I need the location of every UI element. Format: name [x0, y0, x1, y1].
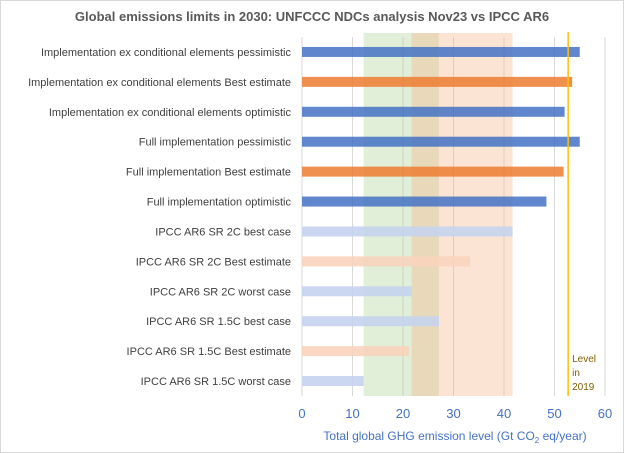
x-tick-label: 30	[446, 406, 460, 421]
reference-line-label: 2019	[572, 382, 595, 393]
category-label: Full implementation optimistic	[147, 197, 292, 209]
x-axis-label: Total global GHG emission level (Gt CO2 …	[323, 429, 586, 445]
bar	[302, 286, 412, 297]
category-label: Full implementation Best estimate	[126, 167, 291, 179]
category-label: IPCC AR6 SR 2C Best estimate	[136, 256, 291, 268]
category-label: Implementation ex conditional elements p…	[41, 47, 292, 59]
bar	[302, 376, 364, 387]
x-tick-label: 60	[598, 406, 612, 421]
x-tick-label: 50	[547, 406, 561, 421]
bar	[302, 316, 439, 327]
range-band	[363, 33, 439, 396]
bar	[302, 106, 565, 117]
category-label: Full implementation pessimistic	[139, 137, 292, 149]
reference-line-label: Level	[572, 354, 596, 365]
bar	[302, 196, 547, 207]
bar	[302, 226, 513, 237]
bar	[302, 46, 580, 57]
category-label: Implementation ex conditional elements o…	[49, 107, 292, 119]
x-tick-label: 0	[298, 406, 305, 421]
category-label: IPCC AR6 SR 2C worst case	[150, 286, 291, 298]
category-label: IPCC AR6 SR 1.5C best case	[146, 316, 291, 328]
bar	[302, 346, 410, 357]
x-tick-label: 40	[497, 406, 511, 421]
bar	[302, 256, 471, 267]
bar	[302, 166, 564, 177]
range-band	[411, 33, 513, 396]
category-label: IPCC AR6 SR 1.5C Best estimate	[127, 346, 291, 358]
category-label: IPCC AR6 SR 1.5C worst case	[141, 376, 291, 388]
chart-title: Global emissions limits in 2030: UNFCCC …	[74, 9, 550, 24]
bar	[302, 76, 573, 87]
bar	[302, 136, 580, 147]
reference-line-label: in	[572, 368, 580, 379]
x-tick-label: 10	[345, 406, 359, 421]
category-label: Implementation ex conditional elements B…	[28, 77, 291, 89]
category-label: IPCC AR6 SR 2C best case	[155, 226, 291, 238]
x-tick-label: 20	[396, 406, 410, 421]
